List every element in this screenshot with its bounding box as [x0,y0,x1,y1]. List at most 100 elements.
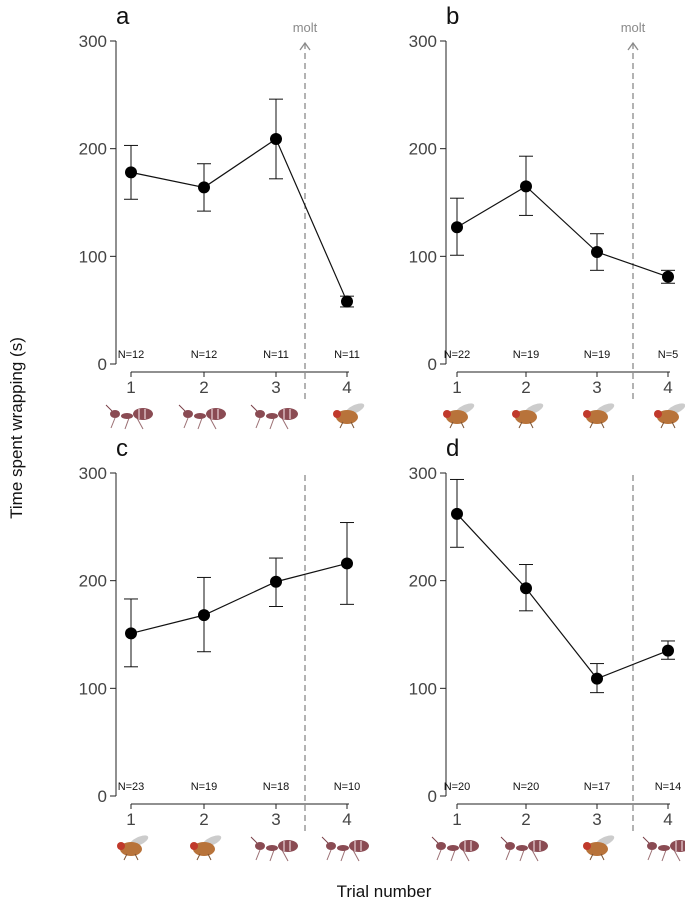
panel-d: d 0 100 200 300 1 2 3 4 N=20 N=20 N=17 N=14 [409,435,685,862]
n-label: N=12 [118,349,145,361]
data-point [451,221,463,234]
ant-icon [642,836,685,862]
x-tick-label: 2 [199,810,208,829]
series-line [456,513,669,680]
data-point [341,295,353,308]
data-point [662,644,674,657]
ant-leg [209,417,217,430]
ant-head [647,842,657,850]
ant-icon [500,836,548,862]
ant-thorax [121,413,133,419]
ant-head [183,410,193,418]
fly-leg [529,421,534,429]
data-point [270,575,282,588]
x-axis-label: Trial number [337,882,432,901]
panel-b: b 0 100 200 300 1 2 3 4 molt N=22 N=19 N=19 N=5 [409,3,685,429]
y-axis-label: Time spent wrapping (s) [7,337,26,519]
y-tick-label: 200 [79,572,107,591]
ant-icon [250,836,298,862]
panel-a: a 0 100 200 300 1 2 3 4 molt N=12 N=12 N=11 N=11 [79,3,365,430]
fly-leg [518,421,523,429]
fly-leg [460,421,465,429]
data-point [520,582,532,595]
fly-body [446,410,468,424]
ant-leg [281,417,289,430]
ant-leg [326,849,332,861]
fly-leg [671,421,676,429]
fly-icon [583,835,615,861]
fly-leg [589,853,594,861]
ant-thorax [266,413,278,419]
fly-icon [443,403,475,429]
x-tick-label: 2 [521,378,530,397]
data-point [341,557,353,570]
molt-label: molt [293,20,318,35]
fly-body [586,842,608,856]
fly-eye [333,410,341,418]
molt-label: molt [621,20,646,35]
ant-leg [505,849,511,861]
n-label: N=19 [584,349,611,361]
data-point [270,132,282,145]
ant-leg [531,849,539,862]
n-label: N=12 [191,349,218,361]
y-tick-label: 0 [428,355,437,374]
ant-antenna [250,836,258,844]
x-tick-label: 4 [663,378,672,397]
ant-antenna [431,836,439,844]
panel-letter: c [116,435,128,462]
ant-icon [431,836,479,862]
data-point [198,181,210,194]
ant-head [255,410,265,418]
y-tick-label: 100 [79,679,107,698]
ant-head [436,842,446,850]
y-tick-label: 200 [79,140,107,159]
y-tick-label: 200 [409,140,437,159]
fly-icon [654,403,685,429]
ant-abdomen [278,408,298,420]
fly-icon [190,835,222,861]
ant-thorax [337,845,349,851]
fly-leg [660,421,665,429]
ant-leg [110,417,116,429]
series-line [130,562,348,635]
ant-abdomen [278,840,298,852]
x-tick-label: 1 [452,378,461,397]
data-point [591,246,603,259]
data-point [591,672,603,685]
ant-antenna [321,836,329,844]
ant-thorax [516,845,528,851]
y-tick-label: 200 [409,572,437,591]
ant-abdomen [528,840,548,852]
n-label: N=11 [263,349,289,361]
fly-leg [350,421,355,429]
ant-leg [673,849,681,862]
data-point [662,270,674,283]
panel-letter: b [446,3,459,30]
data-point [125,627,137,640]
data-point [198,609,210,622]
n-label: N=10 [334,781,361,793]
x-tick-label: 3 [271,378,280,397]
fly-eye [117,842,125,850]
fly-leg [589,421,594,429]
ant-leg [183,417,189,429]
x-tick-label: 2 [521,810,530,829]
fly-body [515,410,537,424]
y-tick-label: 300 [409,464,437,483]
ant-abdomen [349,840,369,852]
n-label: N=5 [658,349,679,361]
n-label: N=18 [263,781,290,793]
ant-leg [255,417,261,429]
ant-antenna [105,404,113,412]
ant-leg [519,849,525,862]
fly-body [586,410,608,424]
ant-leg [255,849,261,861]
fly-body [657,410,679,424]
y-tick-label: 100 [79,247,107,266]
ant-head [505,842,515,850]
n-label: N=19 [191,781,218,793]
ant-leg [197,417,203,430]
fly-eye [583,842,591,850]
n-label: N=20 [444,781,471,793]
